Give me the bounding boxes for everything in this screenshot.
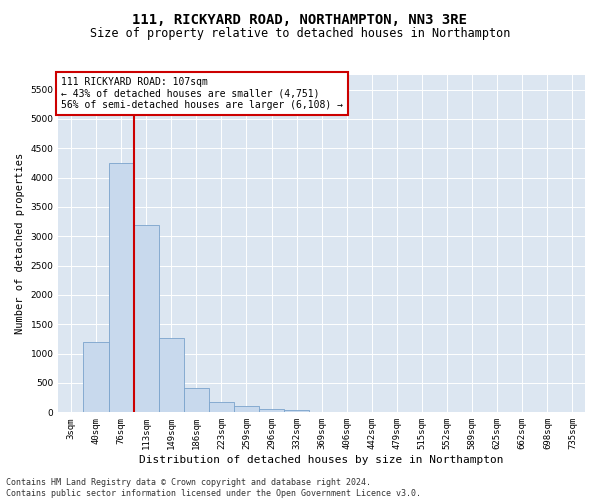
Text: 111, RICKYARD ROAD, NORTHAMPTON, NN3 3RE: 111, RICKYARD ROAD, NORTHAMPTON, NN3 3RE xyxy=(133,12,467,26)
Text: Size of property relative to detached houses in Northampton: Size of property relative to detached ho… xyxy=(90,28,510,40)
Text: Contains HM Land Registry data © Crown copyright and database right 2024.
Contai: Contains HM Land Registry data © Crown c… xyxy=(6,478,421,498)
Text: 111 RICKYARD ROAD: 107sqm
← 43% of detached houses are smaller (4,751)
56% of se: 111 RICKYARD ROAD: 107sqm ← 43% of detac… xyxy=(61,76,343,110)
Bar xyxy=(134,224,159,412)
Bar xyxy=(83,342,109,412)
Y-axis label: Number of detached properties: Number of detached properties xyxy=(15,153,25,334)
Bar xyxy=(209,402,234,412)
Bar xyxy=(234,406,259,412)
Bar xyxy=(184,388,209,412)
Bar xyxy=(109,163,134,412)
X-axis label: Distribution of detached houses by size in Northampton: Distribution of detached houses by size … xyxy=(139,455,504,465)
Bar xyxy=(159,338,184,412)
Bar xyxy=(284,410,309,412)
Bar xyxy=(259,409,284,412)
